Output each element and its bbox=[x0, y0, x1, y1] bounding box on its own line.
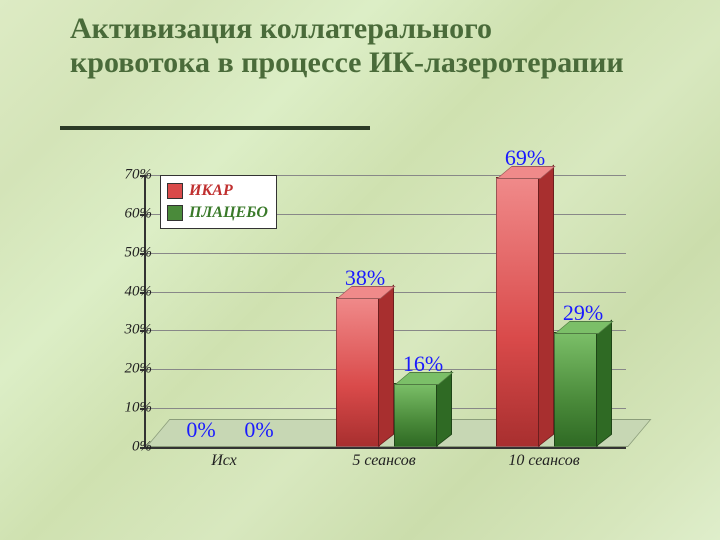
yaxis-label: 10% bbox=[92, 400, 152, 417]
legend-swatch bbox=[167, 205, 183, 221]
yaxis-label: 60% bbox=[92, 205, 152, 222]
bar-value-label: 38% bbox=[345, 265, 385, 291]
title-underline bbox=[60, 126, 370, 130]
xaxis-label: Исх bbox=[211, 452, 237, 470]
bar bbox=[394, 385, 436, 447]
bar-value-label: 0% bbox=[186, 417, 215, 443]
bar bbox=[496, 179, 538, 447]
page-title: Активизация коллатерального кровотока в … bbox=[70, 12, 630, 79]
bar-value-label: 16% bbox=[403, 351, 443, 377]
xaxis-label: 10 сеансов bbox=[508, 452, 579, 470]
legend-item: ИКАР bbox=[167, 180, 268, 202]
legend-swatch bbox=[167, 183, 183, 199]
yaxis-label: 20% bbox=[92, 361, 152, 378]
bar bbox=[336, 299, 378, 447]
yaxis-label: 30% bbox=[92, 322, 152, 339]
yaxis-label: 50% bbox=[92, 244, 152, 261]
legend-item: ПЛАЦЕБО bbox=[167, 202, 268, 224]
legend-label: ПЛАЦЕБО bbox=[189, 202, 268, 224]
legend: ИКАРПЛАЦЕБО bbox=[160, 175, 277, 229]
gridline bbox=[146, 253, 626, 254]
bar bbox=[176, 445, 218, 447]
bar bbox=[234, 445, 276, 447]
bar-value-label: 29% bbox=[563, 300, 603, 326]
bar bbox=[554, 334, 596, 447]
yaxis-label: 40% bbox=[92, 283, 152, 300]
legend-label: ИКАР bbox=[189, 180, 233, 202]
yaxis-label: 70% bbox=[92, 167, 152, 184]
xaxis-label: 5 сеансов bbox=[352, 452, 415, 470]
bar-value-label: 69% bbox=[505, 145, 545, 171]
bar-value-label: 0% bbox=[244, 417, 273, 443]
bar-chart: 0%0%38%16%69%29% ИКАРПЛАЦЕБО 0%10%20%30%… bbox=[80, 170, 640, 500]
yaxis-label: 0% bbox=[92, 439, 152, 456]
